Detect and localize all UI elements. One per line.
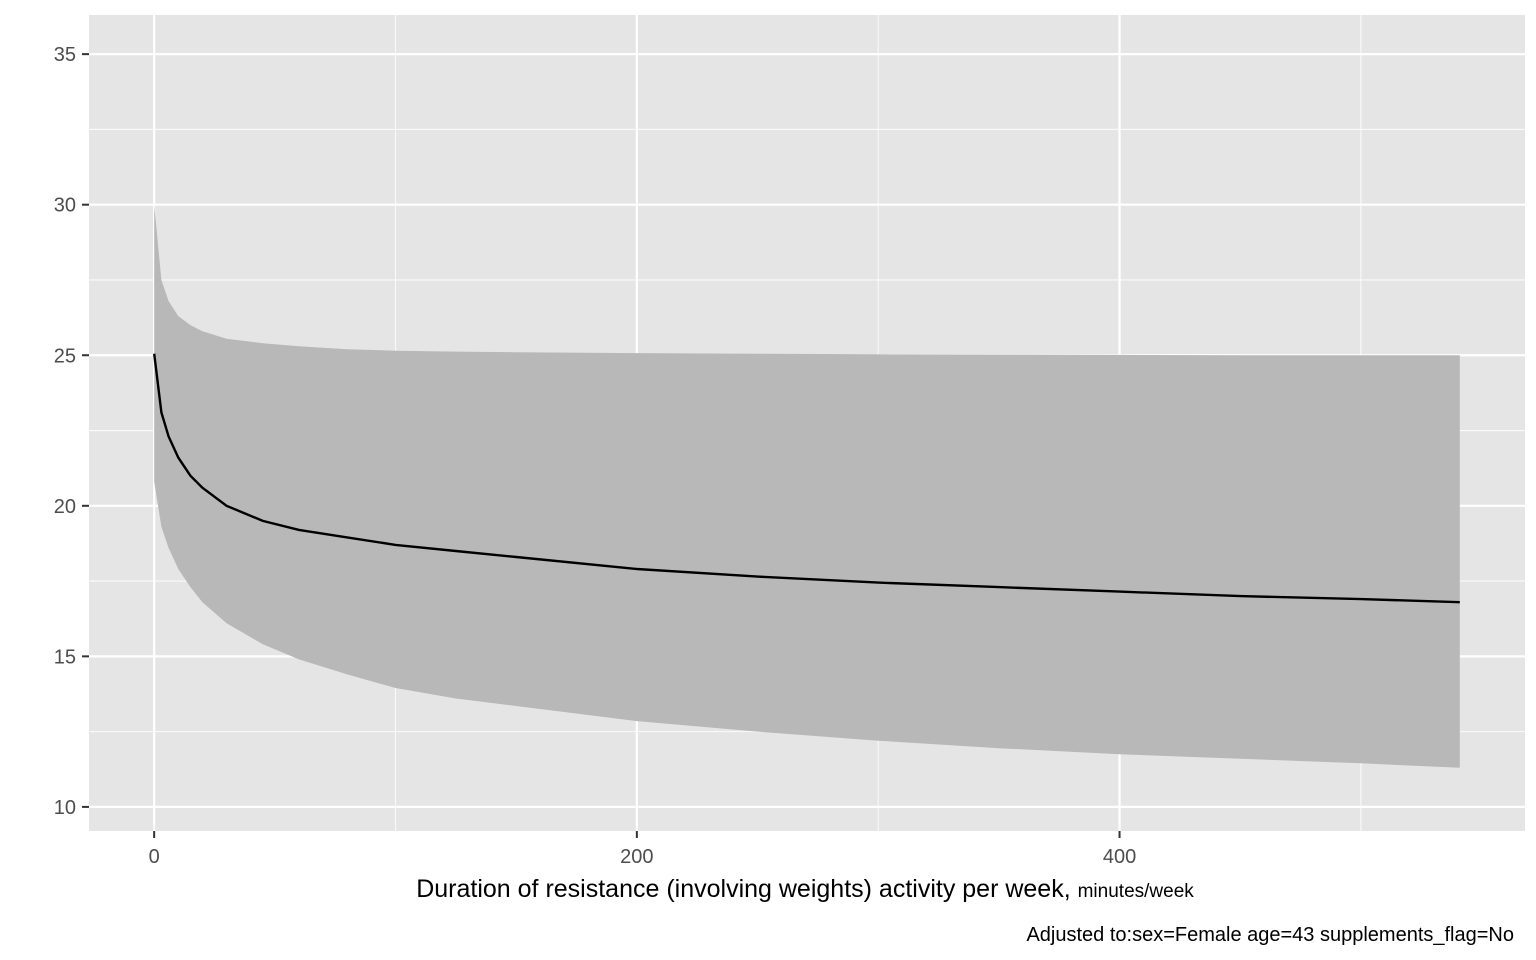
y-tick-label: 25	[54, 345, 76, 367]
y-tick-label: 20	[54, 496, 76, 518]
y-tick-label: 30	[54, 195, 76, 217]
caption: Adjusted to:sex=Female age=43 supplement…	[1026, 924, 1514, 946]
x-tick-label: 0	[149, 846, 160, 868]
x-axis-ticks: 0 200 400	[149, 831, 1136, 868]
x-axis-title: Duration of resistance (involving weight…	[416, 875, 1194, 903]
y-axis-ticks: 10 15 20 25 30 35	[54, 44, 89, 819]
y-tick-label: 10	[54, 797, 76, 819]
confidence-ribbon	[154, 204, 1460, 768]
fit-line	[153, 353, 1460, 604]
x-axis-title-main: Duration of resistance (involving weight…	[416, 875, 1070, 903]
x-axis-title-unit: minutes/week	[1078, 881, 1195, 902]
x-tick-label: 200	[620, 846, 653, 868]
y-tick-label: 15	[54, 646, 76, 668]
x-tick-label: 400	[1103, 846, 1136, 868]
y-tick-label: 35	[54, 44, 76, 66]
